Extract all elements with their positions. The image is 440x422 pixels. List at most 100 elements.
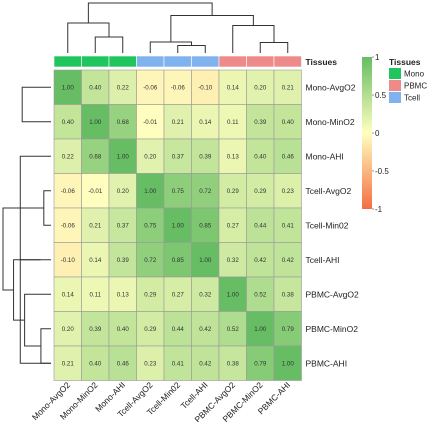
heatmap-cell [273, 345, 302, 381]
row-label: Tcell-Min02 [306, 220, 349, 230]
cell-value-label: 0.27 [227, 222, 240, 229]
heatmap-cell [273, 276, 302, 312]
cell-value-label: 0.44 [172, 326, 185, 333]
cell-value-label: 0.39 [89, 326, 102, 333]
annotation-cell [191, 55, 220, 68]
heatmap-cell [191, 242, 220, 278]
dendrogram-branch [232, 25, 275, 53]
heatmap-cell [218, 345, 247, 381]
heatmap-cell [273, 311, 302, 347]
heatmap-cell [81, 207, 110, 243]
heatmap-cell [108, 138, 137, 174]
heatmap-cell [108, 69, 137, 105]
cell-value-label: 0.72 [144, 257, 157, 264]
cell-value-label: 0.40 [62, 119, 75, 126]
cell-value-label: 0.29 [144, 291, 157, 298]
cell-value-label: 0.72 [199, 188, 212, 195]
cell-value-label: 1.00 [117, 153, 130, 160]
dendrogram-branch [21, 86, 51, 123]
cell-value-label: 0.22 [62, 153, 75, 160]
tissue-annotation-bar [53, 55, 302, 68]
row-labels: Mono-AvgO2 Mono-MinO2 Mono-AHI Tcell-AvgO2 T… [306, 82, 359, 368]
color-scale-bar [362, 57, 372, 209]
color-scale-tick-label: 0.5 [375, 91, 387, 100]
heatmap-cell [218, 69, 247, 105]
heatmap-cell [81, 69, 110, 105]
cell-value-label: 0.40 [117, 326, 130, 333]
tissue-legend-title: Tissues [389, 57, 421, 67]
row-dendrogram [2, 86, 51, 364]
heatmap-cell [191, 276, 220, 312]
tissue-legend-swatch [389, 68, 401, 79]
heatmap-cell [108, 104, 137, 140]
cell-value-label: 0.22 [117, 84, 130, 91]
heatmap-cell [81, 276, 110, 312]
cell-value-label: 0.32 [227, 257, 240, 264]
heatmap-cell [53, 276, 82, 312]
heatmap-cell [163, 242, 192, 278]
dendrogram-branch [170, 15, 254, 42]
cell-value-label: 0.85 [199, 222, 212, 229]
heatmap-cell [81, 138, 110, 174]
row-label: Tcell-AHI [306, 255, 340, 265]
tissue-legend-swatch [389, 80, 401, 91]
row-label: Mono-MinO2 [306, 117, 355, 127]
cell-value-label: -0.06 [143, 84, 158, 91]
cell-value-label: 0.20 [117, 188, 130, 195]
annotation-cell [108, 55, 137, 68]
heatmap-cell [108, 242, 137, 278]
cell-value-label: 0.29 [144, 326, 157, 333]
heatmap-cell [136, 207, 165, 243]
color-scale-tick-label: -1 [375, 205, 383, 214]
annotation-cell [246, 55, 275, 68]
cell-value-label: 0.14 [227, 84, 240, 91]
row-label: PBMC-AvgO2 [306, 289, 359, 299]
heatmap-cell [191, 173, 220, 209]
heatmap-cell [246, 345, 275, 381]
cell-value-label: 0.20 [144, 153, 157, 160]
cell-value-label: 0.75 [144, 222, 157, 229]
annotation-cell [163, 55, 192, 68]
cell-value-label: 0.21 [282, 84, 295, 91]
heatmap-cell [246, 104, 275, 140]
color-scale-tick-label: 0 [375, 129, 380, 138]
cell-value-label: 0.39 [199, 153, 212, 160]
heatmap-cell [136, 311, 165, 347]
cell-value-label: -0.01 [88, 188, 103, 195]
cell-value-label: 0.41 [172, 360, 185, 367]
cell-value-label: -0.06 [61, 188, 76, 195]
heatmap-cell [108, 276, 137, 312]
row-label: Tcell-AvgO2 [306, 186, 352, 196]
heatmap-cell [191, 104, 220, 140]
annotation-cell [218, 55, 247, 68]
dendrogram-branch [177, 45, 206, 53]
heatmap-cell [53, 311, 82, 347]
cell-value-label: 1.00 [89, 119, 102, 126]
cell-value-label: 0.14 [89, 257, 102, 264]
column-labels: Mono-AvgO2Mono-MinO2Mono-AHITcell-AvgO2T… [30, 380, 292, 422]
cell-value-label: 0.13 [117, 291, 130, 298]
cell-value-label: 1.00 [62, 84, 75, 91]
cell-value-label: 0.14 [199, 119, 212, 126]
color-scale-tick-label: -0.5 [375, 167, 389, 176]
cell-value-label: 0.14 [62, 291, 75, 298]
cell-value-label: 0.20 [62, 326, 75, 333]
cell-value-label: 1.00 [282, 360, 295, 367]
cell-value-label: 0.52 [254, 291, 267, 298]
column-dendrogram [67, 2, 289, 53]
dendrogram-branch [259, 42, 289, 53]
annotation-cell [53, 55, 82, 68]
heatmap-cells: 1.00 0.40 0.22 -0.06 -0.06 -0.10 0.14 0.20 0.21 0… [53, 69, 302, 381]
heatmap-cell [191, 345, 220, 381]
heatmap-cell [191, 311, 220, 347]
tissue-legend-label: PBMC [404, 82, 427, 91]
heatmap-cell [108, 311, 137, 347]
heatmap-cell [246, 173, 275, 209]
cell-value-label: 1.00 [227, 291, 240, 298]
cell-value-label: 0.79 [254, 360, 267, 367]
cell-value-label: 0.68 [117, 119, 130, 126]
cell-value-label: 0.40 [282, 119, 295, 126]
cell-value-label: -0.06 [171, 84, 186, 91]
cell-value-label: 0.44 [254, 222, 267, 229]
dendrogram-branch [24, 293, 51, 347]
